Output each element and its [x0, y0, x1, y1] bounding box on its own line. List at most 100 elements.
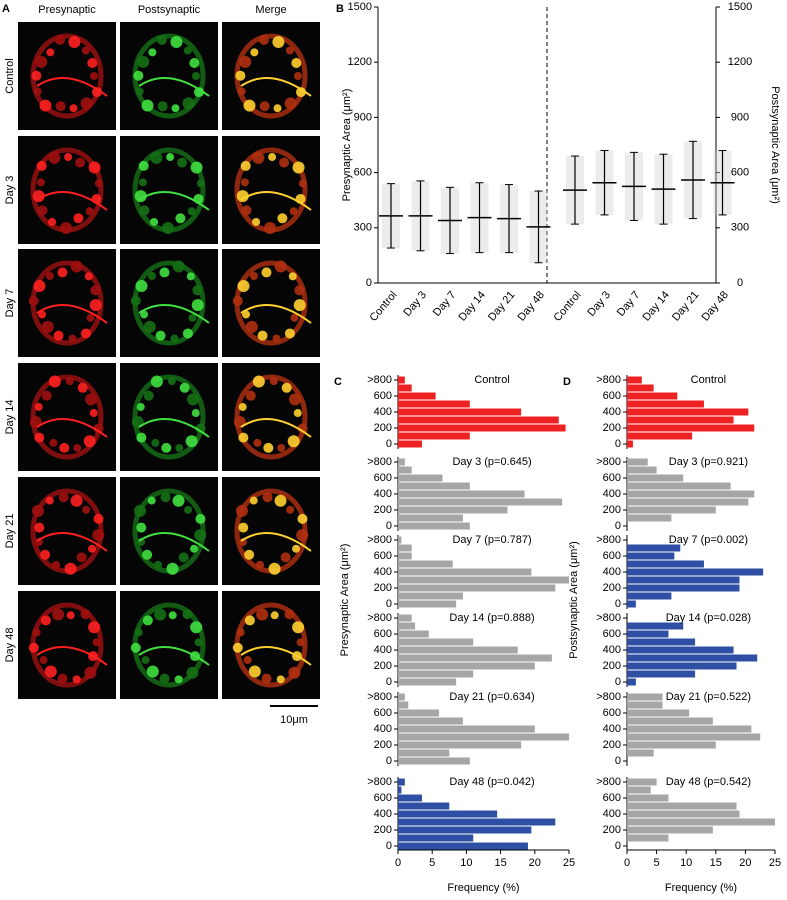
column-header: Postsynaptic [138, 4, 201, 16]
bar [398, 458, 405, 466]
synapse-bouton [35, 55, 48, 68]
synapse-bouton [258, 34, 269, 45]
y-tick-label: >800 [596, 612, 621, 624]
y-tick-label: 0 [386, 840, 392, 852]
synapse-bouton [33, 87, 42, 96]
bar [398, 638, 474, 646]
bar [398, 466, 412, 474]
synapse-bouton [245, 320, 258, 333]
y-tick-label: >800 [367, 456, 392, 468]
synapse-bouton [55, 101, 66, 112]
synapse-bouton [150, 375, 163, 388]
bar [627, 498, 749, 506]
y-tick-label: 0 [615, 840, 621, 852]
y-tick-label: 600 [354, 167, 372, 179]
bar [627, 733, 761, 741]
y-tick-label: 400 [603, 566, 621, 578]
y-tick-label: 400 [603, 488, 621, 500]
y-axis-label: Postsynaptic Area (μm²) [568, 541, 580, 659]
bar [398, 741, 522, 749]
y-tick-label: 200 [374, 582, 392, 594]
synapse-bouton [161, 442, 172, 453]
bar [398, 654, 552, 662]
synapse-bouton [85, 207, 94, 216]
synapse-bouton [162, 221, 175, 234]
synapse-bouton [187, 207, 196, 216]
synapse-bouton [184, 505, 193, 514]
synapse-bouton [172, 260, 185, 273]
synapse-bouton [140, 310, 149, 319]
synapse-bouton [81, 46, 90, 55]
synapse-bouton [141, 99, 154, 112]
y-tick-label: 0 [615, 755, 621, 767]
synapse-bouton [147, 271, 156, 280]
axon [240, 418, 312, 438]
synapse-bouton [135, 279, 148, 292]
histogram-title: Day 14 (p=0.888) [449, 612, 534, 624]
y-tick-label: 200 [603, 582, 621, 594]
synapse-bouton [243, 656, 252, 665]
x-tick-label: 25 [769, 857, 781, 869]
y-tick-label: 0 [386, 438, 392, 450]
bar [627, 376, 642, 384]
bar [398, 424, 566, 432]
y-tick-label: 600 [374, 390, 392, 402]
synapse-bouton [194, 638, 203, 647]
synapse-bouton [28, 642, 39, 653]
bar [398, 408, 522, 416]
y-tick-label: 0 [615, 520, 621, 532]
synapse-bouton [34, 432, 45, 443]
y-tick-label: 200 [603, 824, 621, 836]
x-tick-label: Day 3 [585, 289, 613, 319]
bar [627, 693, 663, 701]
synapse-bouton [174, 675, 183, 684]
y-tick-label: 600 [374, 792, 392, 804]
x-tick-label: 20 [739, 857, 751, 869]
y-tick-label: 600 [374, 472, 392, 484]
synapse-bouton [93, 513, 104, 524]
synapse-bouton [70, 260, 83, 273]
synapse-bouton [64, 562, 77, 575]
synapse-bouton [80, 328, 91, 339]
x-tick-label: Day 3 [401, 289, 429, 319]
y-tick-label: 200 [603, 422, 621, 434]
y-tick-label: 400 [374, 723, 392, 735]
synapse-bouton [284, 328, 295, 339]
bar [627, 654, 758, 662]
axon [36, 77, 108, 97]
bar [627, 408, 749, 416]
y-tick-label: 0 [615, 598, 621, 610]
synapse-bouton [155, 330, 166, 341]
synapse-bouton [69, 104, 78, 113]
bar [398, 725, 535, 733]
y-tick-label: 600 [603, 707, 621, 719]
synapse-bouton [190, 544, 199, 553]
bar [398, 384, 412, 392]
synapse-bouton [73, 443, 82, 452]
bar [627, 440, 633, 448]
synapse-bouton [259, 101, 270, 112]
bar [398, 552, 412, 560]
y-tick-label: >800 [596, 691, 621, 703]
bar [398, 622, 416, 630]
bar [627, 794, 669, 802]
bar [627, 749, 654, 757]
histogram-title: Day 7 (p=0.787) [452, 534, 531, 546]
y-tick-label: 1500 [348, 1, 372, 13]
x-tick-label: 15 [494, 857, 506, 869]
synapse-bouton [297, 513, 308, 524]
synapse-bouton [146, 665, 159, 678]
synapse-bouton [190, 621, 203, 634]
synapse-bouton [88, 621, 101, 634]
bar [398, 592, 463, 600]
synapse-bouton [294, 285, 305, 296]
synapse-bouton [45, 271, 54, 280]
synapse-bouton [57, 673, 68, 684]
y-tick-label: 200 [374, 739, 392, 751]
y-tick-label: 200 [374, 660, 392, 672]
bar [627, 552, 675, 560]
synapse-bouton [172, 494, 185, 507]
y-tick-label: 400 [374, 406, 392, 418]
bar [627, 818, 775, 826]
bar [627, 392, 678, 400]
